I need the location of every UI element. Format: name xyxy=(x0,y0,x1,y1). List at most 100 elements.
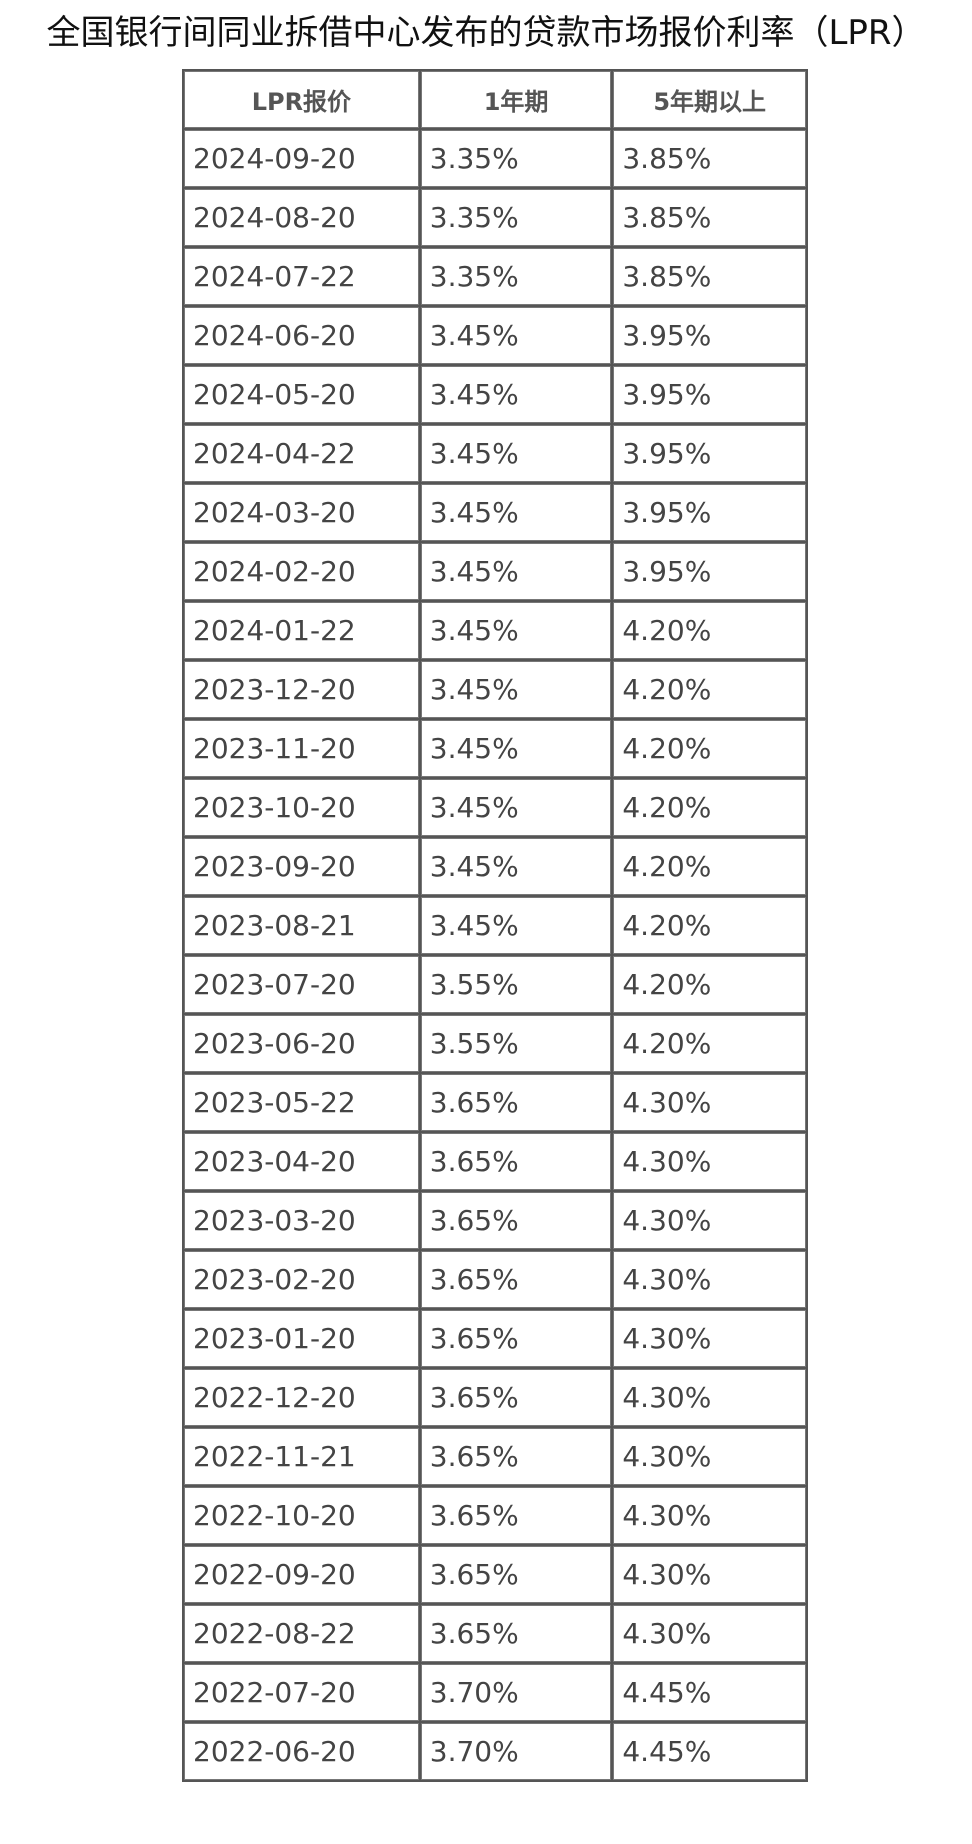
cell-1-year-rate: 3.65% xyxy=(420,1546,612,1603)
cell-5-year-rate: 4.30% xyxy=(613,1428,806,1485)
cell-1-year-rate: 3.45% xyxy=(420,897,612,954)
cell-5-year-rate: 4.30% xyxy=(613,1074,806,1131)
cell-date: 2024-03-20 xyxy=(184,484,419,541)
cell-date: 2022-06-20 xyxy=(184,1723,419,1780)
cell-5-year-rate: 3.95% xyxy=(613,484,806,541)
cell-1-year-rate: 3.65% xyxy=(420,1251,612,1308)
cell-date: 2023-06-20 xyxy=(184,1015,419,1072)
cell-date: 2024-04-22 xyxy=(184,425,419,482)
table-row: 2023-04-20 3.65% 4.30% xyxy=(184,1133,806,1190)
table-row: 2024-03-20 3.45% 3.95% xyxy=(184,484,806,541)
cell-5-year-rate: 4.30% xyxy=(613,1605,806,1662)
cell-5-year-rate: 4.30% xyxy=(613,1251,806,1308)
cell-1-year-rate: 3.45% xyxy=(420,602,612,659)
cell-5-year-rate: 4.20% xyxy=(613,897,806,954)
cell-5-year-rate: 3.95% xyxy=(613,307,806,364)
table-row: 2022-08-22 3.65% 4.30% xyxy=(184,1605,806,1662)
cell-1-year-rate: 3.45% xyxy=(420,661,612,718)
table-row: 2022-06-20 3.70% 4.45% xyxy=(184,1723,806,1780)
cell-1-year-rate: 3.65% xyxy=(420,1428,612,1485)
table-row: 2024-01-22 3.45% 4.20% xyxy=(184,602,806,659)
table-row: 2023-01-20 3.65% 4.30% xyxy=(184,1310,806,1367)
table-body: 2024-09-20 3.35% 3.85% 2024-08-20 3.35% 3.85%… xyxy=(184,130,806,1780)
cell-1-year-rate: 3.35% xyxy=(420,248,612,305)
table-row: 2023-06-20 3.55% 4.20% xyxy=(184,1015,806,1072)
table-row: 2022-10-20 3.65% 4.30% xyxy=(184,1487,806,1544)
cell-1-year-rate: 3.70% xyxy=(420,1723,612,1780)
cell-date: 2022-12-20 xyxy=(184,1369,419,1426)
cell-1-year-rate: 3.45% xyxy=(420,307,612,364)
cell-date: 2023-07-20 xyxy=(184,956,419,1013)
cell-1-year-rate: 3.65% xyxy=(420,1192,612,1249)
cell-date: 2023-05-22 xyxy=(184,1074,419,1131)
cell-date: 2023-08-21 xyxy=(184,897,419,954)
cell-date: 2023-02-20 xyxy=(184,1251,419,1308)
cell-1-year-rate: 3.45% xyxy=(420,366,612,423)
cell-5-year-rate: 4.30% xyxy=(613,1546,806,1603)
cell-5-year-rate: 3.85% xyxy=(613,248,806,305)
cell-1-year-rate: 3.45% xyxy=(420,425,612,482)
table-row: 2022-12-20 3.65% 4.30% xyxy=(184,1369,806,1426)
header-5-year-plus: 5年期以上 xyxy=(613,71,806,128)
cell-5-year-rate: 3.95% xyxy=(613,425,806,482)
cell-date: 2023-04-20 xyxy=(184,1133,419,1190)
cell-5-year-rate: 3.85% xyxy=(613,189,806,246)
cell-date: 2022-09-20 xyxy=(184,1546,419,1603)
cell-5-year-rate: 4.20% xyxy=(613,956,806,1013)
table-row: 2024-05-20 3.45% 3.95% xyxy=(184,366,806,423)
cell-5-year-rate: 4.30% xyxy=(613,1310,806,1367)
cell-1-year-rate: 3.45% xyxy=(420,720,612,777)
header-1-year: 1年期 xyxy=(420,71,612,128)
table-row: 2023-03-20 3.65% 4.30% xyxy=(184,1192,806,1249)
cell-date: 2024-05-20 xyxy=(184,366,419,423)
cell-1-year-rate: 3.65% xyxy=(420,1133,612,1190)
cell-5-year-rate: 3.95% xyxy=(613,543,806,600)
table-row: 2023-09-20 3.45% 4.20% xyxy=(184,838,806,895)
page-title: 全国银行间同业拆借中心发布的贷款市场报价利率（LPR） xyxy=(46,13,926,53)
table-row: 2024-08-20 3.35% 3.85% xyxy=(184,189,806,246)
cell-date: 2022-10-20 xyxy=(184,1487,419,1544)
cell-date: 2024-07-22 xyxy=(184,248,419,305)
table-row: 2022-07-20 3.70% 4.45% xyxy=(184,1664,806,1721)
table-row: 2024-09-20 3.35% 3.85% xyxy=(184,130,806,187)
table-row: 2022-11-21 3.65% 4.30% xyxy=(184,1428,806,1485)
cell-1-year-rate: 3.45% xyxy=(420,779,612,836)
cell-date: 2022-11-21 xyxy=(184,1428,419,1485)
cell-1-year-rate: 3.55% xyxy=(420,1015,612,1072)
table-row: 2023-11-20 3.45% 4.20% xyxy=(184,720,806,777)
cell-1-year-rate: 3.65% xyxy=(420,1487,612,1544)
cell-5-year-rate: 3.85% xyxy=(613,130,806,187)
cell-1-year-rate: 3.45% xyxy=(420,838,612,895)
cell-date: 2024-01-22 xyxy=(184,602,419,659)
cell-5-year-rate: 4.20% xyxy=(613,602,806,659)
cell-date: 2023-11-20 xyxy=(184,720,419,777)
cell-1-year-rate: 3.55% xyxy=(420,956,612,1013)
table-row: 2024-02-20 3.45% 3.95% xyxy=(184,543,806,600)
cell-5-year-rate: 4.45% xyxy=(613,1723,806,1780)
cell-5-year-rate: 4.30% xyxy=(613,1369,806,1426)
table-row: 2022-09-20 3.65% 4.30% xyxy=(184,1546,806,1603)
cell-5-year-rate: 4.20% xyxy=(613,838,806,895)
cell-date: 2023-12-20 xyxy=(184,661,419,718)
cell-date: 2024-06-20 xyxy=(184,307,419,364)
cell-5-year-rate: 4.20% xyxy=(613,720,806,777)
cell-1-year-rate: 3.45% xyxy=(420,484,612,541)
table-row: 2024-07-22 3.35% 3.85% xyxy=(184,248,806,305)
table-row: 2023-05-22 3.65% 4.30% xyxy=(184,1074,806,1131)
table-row: 2024-06-20 3.45% 3.95% xyxy=(184,307,806,364)
cell-date: 2023-01-20 xyxy=(184,1310,419,1367)
cell-5-year-rate: 4.20% xyxy=(613,779,806,836)
cell-date: 2022-08-22 xyxy=(184,1605,419,1662)
cell-1-year-rate: 3.65% xyxy=(420,1310,612,1367)
table-row: 2023-07-20 3.55% 4.20% xyxy=(184,956,806,1013)
cell-date: 2022-07-20 xyxy=(184,1664,419,1721)
cell-5-year-rate: 3.95% xyxy=(613,366,806,423)
cell-date: 2023-09-20 xyxy=(184,838,419,895)
cell-date: 2024-09-20 xyxy=(184,130,419,187)
table-row: 2023-10-20 3.45% 4.20% xyxy=(184,779,806,836)
table-header-row: LPR报价 1年期 5年期以上 xyxy=(184,71,806,128)
cell-5-year-rate: 4.30% xyxy=(613,1133,806,1190)
cell-5-year-rate: 4.30% xyxy=(613,1192,806,1249)
cell-date: 2024-02-20 xyxy=(184,543,419,600)
cell-1-year-rate: 3.65% xyxy=(420,1605,612,1662)
